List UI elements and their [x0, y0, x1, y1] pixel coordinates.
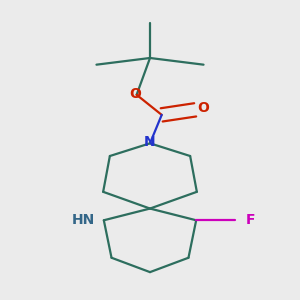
Text: F: F: [246, 213, 255, 227]
Text: O: O: [198, 101, 209, 115]
Text: N: N: [144, 135, 156, 148]
Text: O: O: [129, 87, 141, 101]
Text: HN: HN: [71, 213, 95, 227]
